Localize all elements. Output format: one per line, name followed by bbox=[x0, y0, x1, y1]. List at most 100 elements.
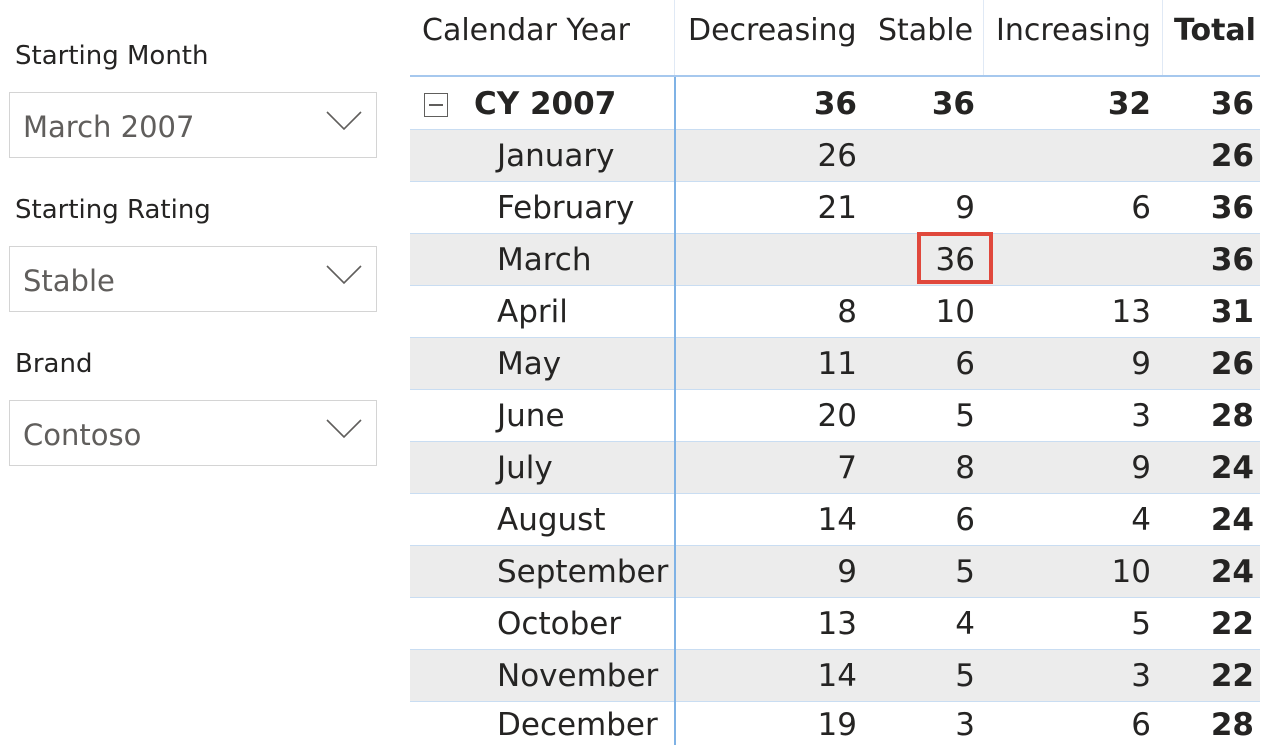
slicer-brand: Brand Contoso bbox=[9, 325, 377, 485]
row-label: February bbox=[497, 190, 635, 226]
cell-increasing: 10 bbox=[1111, 554, 1151, 590]
column-header-stable[interactable]: Stable bbox=[878, 13, 974, 48]
cell-decreasing: 20 bbox=[817, 398, 857, 434]
cell-total: 24 bbox=[1210, 450, 1254, 486]
cell-decreasing: 14 bbox=[817, 658, 857, 694]
chevron-down-icon[interactable] bbox=[326, 265, 362, 285]
row-header-divider bbox=[674, 77, 676, 745]
brand-value: Contoso bbox=[23, 418, 142, 452]
row-label: May bbox=[497, 346, 562, 382]
row-label: June bbox=[497, 398, 565, 434]
cell-stable: 6 bbox=[955, 502, 975, 538]
highlight-box bbox=[917, 232, 993, 284]
slicer-starting-rating: Starting Rating Stable bbox=[9, 170, 377, 325]
column-header-increasing[interactable]: Increasing bbox=[996, 13, 1151, 48]
header-separator bbox=[674, 0, 675, 76]
year-row: CY 2007 36 36 32 36 bbox=[410, 78, 1260, 130]
row-label: November bbox=[497, 658, 659, 694]
cell-increasing: 13 bbox=[1111, 294, 1151, 330]
cell-decreasing: 36 bbox=[813, 86, 857, 122]
cell-stable: 9 bbox=[955, 190, 975, 226]
cell-increasing: 9 bbox=[1131, 450, 1151, 486]
table-row: February 21 9 6 36 bbox=[410, 182, 1260, 234]
cell-decreasing: 26 bbox=[817, 138, 857, 174]
row-label: April bbox=[497, 294, 568, 330]
table-row: December 19 3 6 28 bbox=[410, 699, 1260, 745]
cell-decreasing: 21 bbox=[817, 190, 857, 226]
cell-increasing: 3 bbox=[1131, 398, 1151, 434]
row-label: September bbox=[497, 554, 669, 590]
cell-total: 28 bbox=[1210, 398, 1254, 434]
cell-decreasing: 13 bbox=[817, 606, 857, 642]
table-row: May 11 6 9 26 bbox=[410, 338, 1260, 390]
matrix-visual: Calendar Year Decreasing Stable Increasi… bbox=[410, 0, 1271, 745]
cell-total: 31 bbox=[1210, 294, 1254, 330]
column-header-calendar-year[interactable]: Calendar Year bbox=[422, 13, 630, 48]
slicer-title-starting-month: Starting Month bbox=[15, 41, 209, 71]
cell-total: 26 bbox=[1210, 346, 1254, 382]
row-label: March bbox=[497, 242, 592, 278]
cell-increasing: 9 bbox=[1131, 346, 1151, 382]
table-row: January 26 26 bbox=[410, 130, 1260, 182]
cell-increasing: 5 bbox=[1131, 606, 1151, 642]
cell-stable: 4 bbox=[955, 606, 975, 642]
cell-increasing: 6 bbox=[1131, 190, 1151, 226]
cell-decreasing: 7 bbox=[837, 450, 857, 486]
chevron-down-icon[interactable] bbox=[326, 419, 362, 439]
slicer-title-starting-rating: Starting Rating bbox=[15, 195, 211, 225]
cell-total: 36 bbox=[1210, 86, 1254, 122]
cell-decreasing: 19 bbox=[817, 707, 857, 743]
cell-increasing: 32 bbox=[1107, 86, 1151, 122]
cell-stable: 10 bbox=[935, 294, 975, 330]
collapse-icon[interactable] bbox=[424, 93, 448, 117]
cell-total: 24 bbox=[1210, 554, 1254, 590]
cell-total: 36 bbox=[1210, 190, 1254, 226]
row-label: January bbox=[497, 138, 615, 174]
cell-total: 28 bbox=[1210, 707, 1254, 743]
cell-total: 24 bbox=[1210, 502, 1254, 538]
table-row: November 14 5 3 22 bbox=[410, 650, 1260, 702]
table-row: July 7 8 9 24 bbox=[410, 442, 1260, 494]
cell-stable: 5 bbox=[955, 658, 975, 694]
header-separator bbox=[1162, 0, 1163, 76]
starting-month-value: March 2007 bbox=[23, 110, 195, 144]
row-label: December bbox=[497, 707, 658, 743]
column-header-total[interactable]: Total bbox=[1174, 13, 1256, 48]
cell-stable: 36 bbox=[935, 242, 975, 278]
slicer-starting-month: Starting Month March 2007 bbox=[9, 0, 377, 170]
cell-decreasing: 14 bbox=[817, 502, 857, 538]
chevron-down-icon[interactable] bbox=[326, 111, 362, 131]
cell-total: 26 bbox=[1210, 138, 1254, 174]
row-label: October bbox=[497, 606, 622, 642]
table-row: March 36 36 bbox=[410, 234, 1260, 286]
cell-stable: 6 bbox=[955, 346, 975, 382]
cell-stable: 36 bbox=[931, 86, 975, 122]
table-row: June 20 5 3 28 bbox=[410, 390, 1260, 442]
cell-increasing: 6 bbox=[1131, 707, 1151, 743]
table-row: September 9 5 10 24 bbox=[410, 546, 1260, 598]
table-row: October 13 4 5 22 bbox=[410, 598, 1260, 650]
cell-total: 22 bbox=[1210, 658, 1254, 694]
cell-increasing: 3 bbox=[1131, 658, 1151, 694]
cell-decreasing: 8 bbox=[837, 294, 857, 330]
column-header-decreasing[interactable]: Decreasing bbox=[688, 13, 857, 48]
cell-increasing: 4 bbox=[1131, 502, 1151, 538]
starting-month-dropdown[interactable]: March 2007 bbox=[9, 92, 377, 158]
cell-decreasing: 9 bbox=[837, 554, 857, 590]
starting-rating-value: Stable bbox=[23, 264, 115, 298]
header-rule bbox=[410, 75, 1260, 77]
table-row: April 8 10 13 31 bbox=[410, 286, 1260, 338]
row-label: CY 2007 bbox=[474, 86, 617, 122]
header-separator bbox=[983, 0, 984, 76]
cell-total: 22 bbox=[1210, 606, 1254, 642]
starting-rating-dropdown[interactable]: Stable bbox=[9, 246, 377, 312]
row-label: August bbox=[497, 502, 606, 538]
cell-decreasing: 11 bbox=[817, 346, 857, 382]
cell-stable: 5 bbox=[955, 398, 975, 434]
cell-stable: 3 bbox=[955, 707, 975, 743]
cell-stable: 8 bbox=[955, 450, 975, 486]
table-row: August 14 6 4 24 bbox=[410, 494, 1260, 546]
slicer-title-brand: Brand bbox=[15, 349, 93, 379]
brand-dropdown[interactable]: Contoso bbox=[9, 400, 377, 466]
cell-stable: 5 bbox=[955, 554, 975, 590]
